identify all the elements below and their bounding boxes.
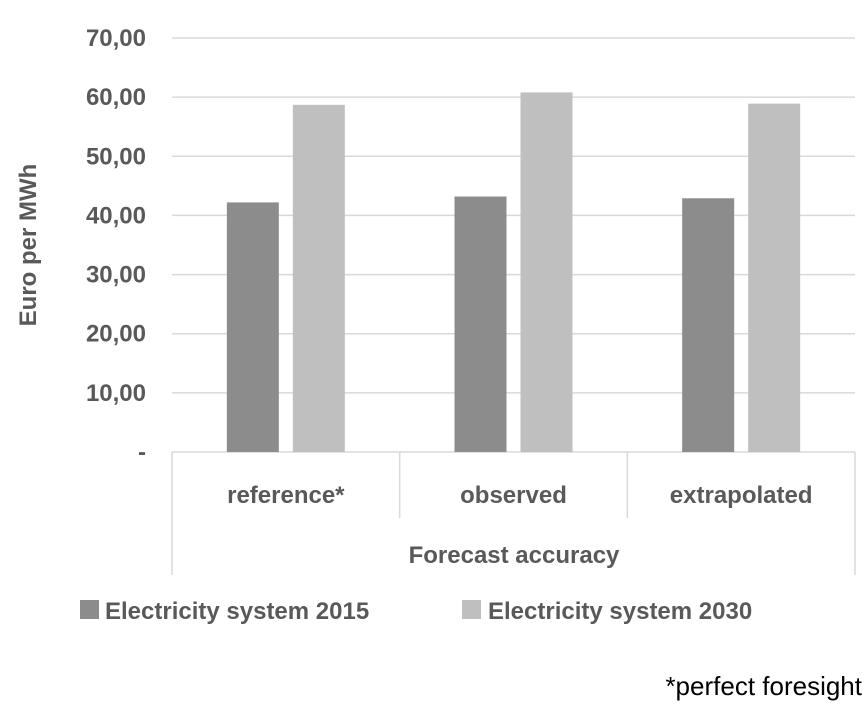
- legend-swatch: [80, 600, 99, 619]
- y-tick-label: 30,00: [86, 262, 146, 289]
- y-tick-label: 70,00: [86, 25, 146, 52]
- bar-2030: [748, 103, 801, 453]
- bars: [226, 92, 801, 453]
- y-tick-label: -: [138, 439, 146, 466]
- y-axis-ticks: - 10,00 20,00 30,00 40,00 50,00 60,00 70,00: [86, 25, 146, 466]
- bar-2030: [520, 92, 573, 452]
- bar-2030: [292, 104, 345, 453]
- x-axis-categories: reference* observed extrapolated: [227, 482, 812, 509]
- legend-swatch: [462, 600, 481, 619]
- category-label: observed: [460, 482, 567, 509]
- gridlines: [172, 37, 855, 394]
- legend-label: Electricity system 2015: [105, 598, 369, 625]
- category-label: reference*: [227, 482, 345, 509]
- bar-2015: [682, 198, 735, 452]
- y-tick-label: 60,00: [86, 84, 146, 111]
- y-axis-title: Euro per MWh: [15, 164, 42, 327]
- category-label: extrapolated: [670, 482, 813, 509]
- y-tick-label: 50,00: [86, 143, 146, 170]
- bar-2015: [226, 202, 279, 452]
- bar-2015: [454, 196, 507, 452]
- legend-label: Electricity system 2030: [488, 598, 752, 625]
- x-axis-title: Forecast accuracy: [409, 542, 620, 569]
- category-axis-frame: [171, 451, 856, 575]
- y-tick-label: 20,00: [86, 321, 146, 348]
- footnote-annotation: *perfect foresight: [665, 671, 862, 701]
- y-tick-label: 40,00: [86, 202, 146, 229]
- y-tick-label: 10,00: [86, 380, 146, 407]
- legend: Electricity system 2015 Electricity syste…: [80, 598, 752, 625]
